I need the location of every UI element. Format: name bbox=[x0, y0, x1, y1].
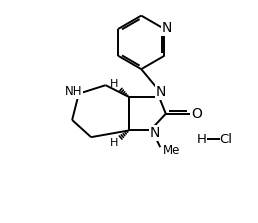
Text: O: O bbox=[191, 107, 202, 121]
Text: N: N bbox=[156, 85, 166, 99]
Text: H: H bbox=[197, 133, 206, 146]
Text: H: H bbox=[110, 138, 118, 148]
Text: H: H bbox=[110, 79, 118, 89]
Text: N: N bbox=[162, 21, 172, 35]
Text: Me: Me bbox=[163, 144, 180, 157]
Text: N: N bbox=[150, 126, 160, 140]
Text: Cl: Cl bbox=[220, 133, 232, 146]
Text: NH: NH bbox=[65, 85, 83, 98]
